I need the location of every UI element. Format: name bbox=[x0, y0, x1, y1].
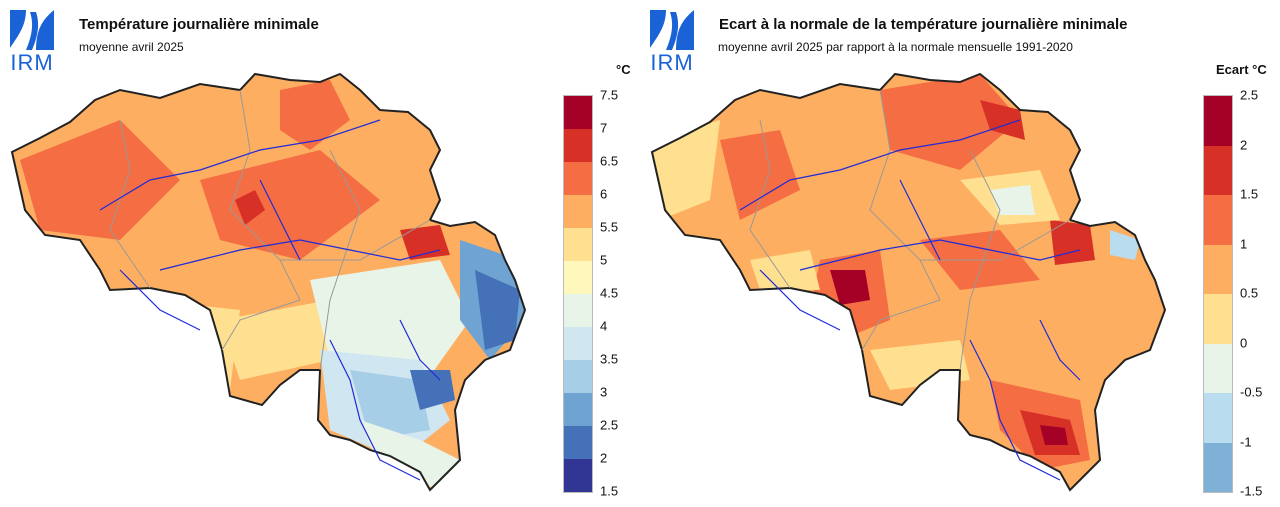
legend-tick-label: 0 bbox=[1240, 335, 1248, 350]
belgium-anomaly-map bbox=[650, 72, 1167, 492]
legend-swatch bbox=[564, 96, 592, 129]
color-legend bbox=[563, 95, 593, 493]
legend-swatch bbox=[1204, 96, 1232, 146]
legend-tick-label: 6 bbox=[600, 186, 608, 202]
rivers bbox=[99, 119, 441, 481]
legend-swatch bbox=[1204, 244, 1232, 294]
rivers bbox=[739, 119, 1081, 481]
legend-tick-label: 3 bbox=[600, 384, 608, 400]
belgium-temperature-map bbox=[10, 72, 527, 492]
map-subtitle: moyenne avril 2025 bbox=[79, 40, 184, 54]
irm-logo: IRM bbox=[646, 6, 698, 75]
province-borders bbox=[109, 89, 431, 371]
legend-swatch bbox=[564, 261, 592, 294]
legend-swatch bbox=[1204, 442, 1232, 492]
irm-logo: IRM bbox=[6, 6, 58, 75]
belgium-border bbox=[10, 72, 527, 492]
legend-swatch bbox=[564, 327, 592, 360]
map-title: Ecart à la normale de la température jou… bbox=[719, 16, 1128, 33]
legend-tick-label: 7 bbox=[600, 120, 608, 136]
legend-tick-label: 1.5 bbox=[1240, 186, 1259, 202]
legend-tick-label: 2 bbox=[1240, 137, 1248, 152]
legend-tick-label: 2 bbox=[600, 450, 608, 466]
irm-logo-mark bbox=[10, 10, 54, 50]
legend-tick-label: -1.5 bbox=[1240, 483, 1263, 499]
legend-swatch bbox=[1204, 195, 1232, 245]
irm-logo-text: IRM bbox=[650, 50, 694, 75]
irm-logo-text: IRM bbox=[10, 50, 54, 75]
color-legend bbox=[1203, 95, 1233, 493]
belgium-border bbox=[650, 72, 1167, 492]
legend-tick-label: 5.5 bbox=[600, 219, 619, 235]
legend-swatch bbox=[1204, 343, 1232, 393]
legend-swatch bbox=[1204, 294, 1232, 344]
legend-tick-label: -0.5 bbox=[1240, 384, 1263, 400]
legend-swatch bbox=[1204, 145, 1232, 195]
legend-swatch bbox=[564, 162, 592, 195]
legend-swatch bbox=[564, 195, 592, 228]
legend-tick-label: -1 bbox=[1240, 434, 1252, 449]
legend-swatch bbox=[564, 459, 592, 492]
legend-tick-label: 2.5 bbox=[1240, 87, 1259, 103]
legend-swatch bbox=[564, 294, 592, 327]
province-borders bbox=[749, 89, 1071, 371]
legend-swatch bbox=[564, 393, 592, 426]
legend-tick-label: 6.5 bbox=[600, 153, 619, 169]
legend-swatch bbox=[1204, 393, 1232, 443]
legend-unit: Ecart °C bbox=[1216, 62, 1267, 77]
legend-tick-label: 4 bbox=[600, 318, 608, 334]
legend-tick-label: 2.5 bbox=[600, 417, 619, 433]
map-title: Température journalière minimale bbox=[79, 16, 319, 33]
legend-tick-label: 1 bbox=[1240, 236, 1248, 251]
legend-tick-label: 5 bbox=[600, 252, 608, 268]
panel-min-temperature: IRM Température journalière minimale moy… bbox=[6, 6, 631, 499]
panel-temperature-anomaly: IRM Ecart à la normale de la température… bbox=[640, 0, 1280, 507]
legend-swatch bbox=[564, 129, 592, 162]
legend-tick-label: 3.5 bbox=[600, 351, 619, 367]
legend-tick-label: 1.5 bbox=[600, 483, 619, 499]
legend-tick-label: 0.5 bbox=[1240, 285, 1259, 301]
legend-swatch bbox=[564, 426, 592, 459]
legend-tick-label: 7.5 bbox=[600, 87, 619, 103]
map-subtitle: moyenne avril 2025 par rapport à la norm… bbox=[718, 40, 1073, 54]
irm-logo-mark bbox=[650, 10, 694, 50]
legend-swatch bbox=[564, 228, 592, 261]
legend-swatch bbox=[564, 360, 592, 393]
legend-unit: °C bbox=[616, 62, 631, 77]
legend-tick-label: 4.5 bbox=[600, 285, 619, 301]
